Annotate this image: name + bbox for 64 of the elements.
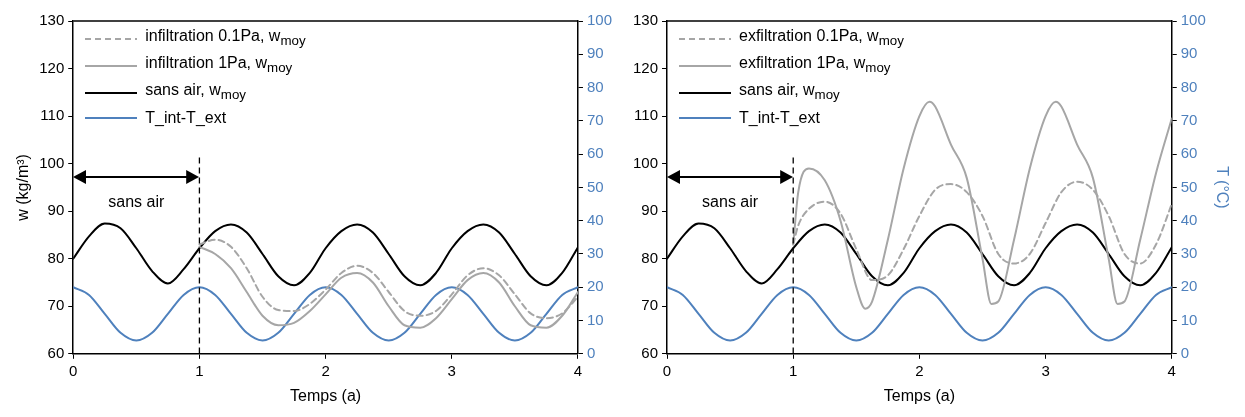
annotation: sans air — [108, 193, 165, 211]
y2-tick-label: 30 — [1180, 244, 1198, 262]
y2-tick-label: 60 — [586, 144, 604, 162]
y2-axis-title: T (°C) — [1213, 166, 1231, 209]
y2-tick-label: 20 — [586, 277, 604, 295]
x-tick-label: 3 — [1041, 361, 1050, 379]
y2-tick-label: 30 — [586, 244, 604, 262]
y-tick-label: 80 — [641, 248, 659, 266]
y2-tick-label: 20 — [1180, 277, 1198, 295]
y-tick-label: 90 — [641, 201, 659, 219]
y-tick-label: 60 — [47, 343, 65, 361]
y-tick-label: 120 — [633, 58, 659, 76]
y2-tick-label: 10 — [1180, 310, 1198, 328]
y-tick-label: 100 — [633, 153, 659, 171]
y2-tick-label: 10 — [586, 310, 604, 328]
y-tick-label: 70 — [47, 296, 65, 314]
x-axis-title: Temps (a) — [883, 386, 955, 404]
y-tick-label: 130 — [39, 11, 65, 29]
x-tick-label: 0 — [662, 361, 672, 379]
y2-tick-label: 50 — [586, 177, 604, 195]
x-tick-label: 0 — [69, 361, 78, 379]
y2-tick-label: 80 — [1180, 77, 1198, 95]
legend-label: exfiltration 0.1Pa, w$_{moy}$ — [739, 26, 904, 51]
y2-tick-label: 80 — [586, 77, 604, 95]
y2-tick-label: 40 — [586, 210, 604, 228]
legend-label: exfiltration 1Pa, w$_{moy}$ — [739, 53, 891, 78]
x-axis-title: Temps (a) — [290, 386, 362, 404]
legend-label: T_int-T_ext — [145, 107, 227, 128]
y-tick-label: 120 — [39, 58, 65, 76]
y2-tick-label: 100 — [1180, 11, 1206, 29]
y-tick-label: 60 — [641, 343, 659, 361]
x-tick-label: 1 — [789, 361, 798, 379]
y2-tick-label: 70 — [1180, 110, 1198, 128]
y-tick-label: 100 — [39, 153, 65, 171]
y2-tick-label: 100 — [586, 11, 612, 29]
y-axis-title: w (kg/m³) — [14, 154, 32, 222]
line-series — [73, 286, 578, 342]
x-tick-label: 3 — [447, 361, 456, 379]
y-tick-label: 90 — [47, 201, 65, 219]
y-tick-label: 110 — [634, 106, 659, 124]
legend-label: sans air, w$_{moy}$ — [739, 80, 840, 105]
legend-label: infiltration 0.1Pa, w$_{moy}$ — [145, 26, 306, 51]
legend-label: T_int-T_ext — [739, 107, 820, 128]
legend-label: infiltration 1Pa, w$_{moy}$ — [145, 53, 293, 78]
y-tick-label: 130 — [633, 11, 659, 29]
x-tick-label: 2 — [915, 361, 924, 379]
x-tick-label: 1 — [195, 361, 204, 379]
y-tick-label: 70 — [641, 296, 659, 314]
x-tick-label: 4 — [1167, 361, 1176, 379]
y2-tick-label: 40 — [1180, 210, 1198, 228]
annotation: sans air — [702, 193, 759, 211]
y-tick-label: 80 — [47, 248, 65, 266]
y2-tick-label: 90 — [586, 44, 604, 62]
y2-tick-label: 60 — [1180, 144, 1198, 162]
line-series — [667, 286, 1172, 342]
x-tick-label: 4 — [573, 361, 583, 379]
y2-tick-label: 90 — [1180, 44, 1198, 62]
x-tick-label: 2 — [321, 361, 330, 379]
y2-tick-label: 70 — [586, 110, 604, 128]
y2-tick-label: 50 — [1180, 177, 1198, 195]
legend-label: sans air, w$_{moy}$ — [145, 80, 246, 105]
y2-tick-label: 0 — [1180, 343, 1190, 361]
y-tick-label: 110 — [40, 106, 65, 124]
y2-tick-label: 0 — [586, 343, 596, 361]
